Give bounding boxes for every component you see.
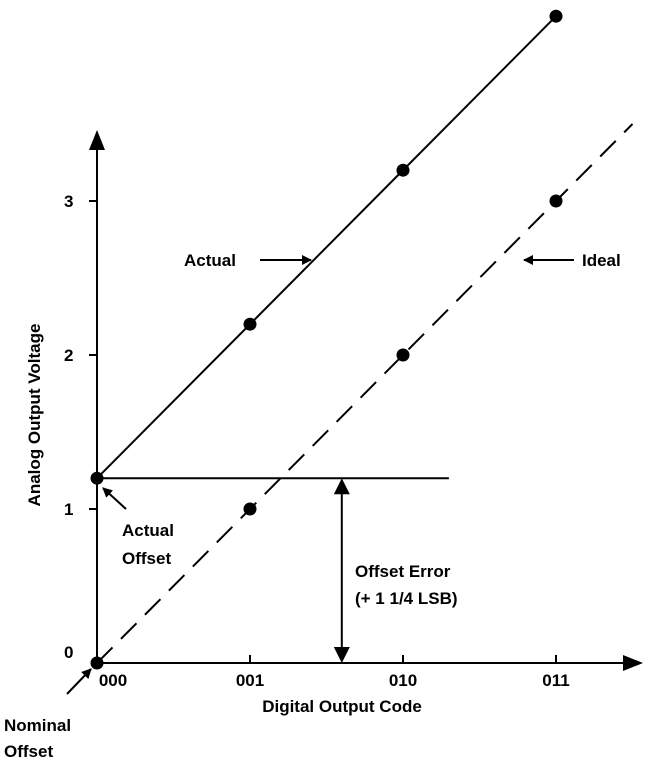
point-ideal (90, 656, 104, 670)
series-line-ideal (96, 123, 634, 664)
y-tick-label: 1 (64, 500, 73, 519)
offset-error-label-line1: Offset Error (355, 562, 451, 581)
ticks (89, 200, 557, 663)
x-axis-arrowhead (623, 655, 643, 671)
actual-offset-label-line1: Actual (122, 521, 174, 540)
y-axis-arrowhead (89, 130, 105, 150)
nominal-offset-pointer-arrow (66, 668, 92, 695)
point-actual (243, 317, 257, 331)
actual-offset-pointer-arrow (102, 487, 127, 510)
x-tick-label: 010 (389, 671, 417, 690)
point-ideal (243, 502, 257, 516)
point-actual (90, 471, 104, 485)
y-tick-label: 2 (64, 346, 73, 365)
y-tick-label: 0 (64, 643, 73, 662)
axes (89, 130, 643, 671)
offset-error-label-line2: (+ 1 1/4 LSB) (355, 589, 458, 608)
offset-error-arrowhead-up (333, 478, 350, 495)
series-line-actual (96, 15, 557, 479)
point-actual (549, 9, 563, 23)
x-tick-label: 011 (542, 671, 569, 690)
nominal-offset-label-line2: Offset (4, 742, 53, 761)
series-label-ideal: Ideal (582, 251, 621, 270)
nominal-offset-label-line1: Nominal (4, 716, 71, 735)
point-ideal (549, 194, 563, 208)
offset-error-arrowhead-down (333, 647, 350, 663)
data-points (90, 9, 563, 670)
tick-labels: 0 1 2 3 000 001 010 011 (64, 192, 570, 690)
y-tick-label: 3 (64, 192, 73, 211)
point-actual (396, 163, 410, 177)
x-tick-label: 000 (99, 671, 127, 690)
point-ideal (396, 348, 410, 362)
y-axis-title: Analog Output Voltage (25, 324, 44, 507)
x-tick-label: 001 (236, 671, 264, 690)
series-label-actual: Actual (184, 251, 236, 270)
actual-offset-label-line2: Offset (122, 549, 171, 568)
x-axis-title: Digital Output Code (262, 697, 422, 716)
